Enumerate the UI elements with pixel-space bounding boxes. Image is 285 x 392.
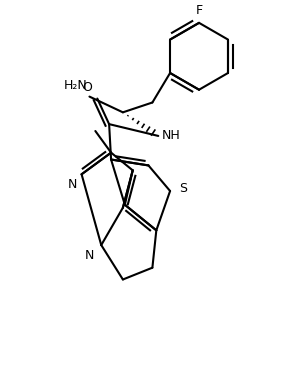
Text: S: S bbox=[179, 181, 187, 194]
Text: O: O bbox=[83, 81, 92, 94]
Text: F: F bbox=[196, 4, 203, 17]
Text: N: N bbox=[85, 249, 94, 262]
Text: N: N bbox=[67, 178, 77, 191]
Text: H₂N: H₂N bbox=[64, 79, 87, 92]
Text: NH: NH bbox=[162, 129, 181, 142]
